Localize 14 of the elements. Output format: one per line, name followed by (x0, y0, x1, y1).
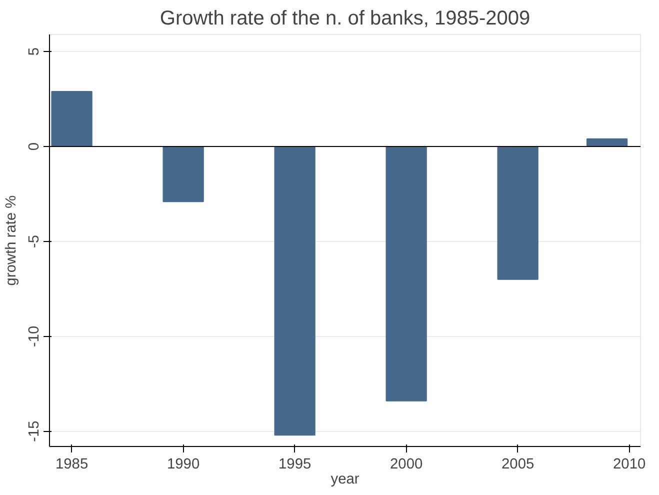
x-tick-label: 1985 (56, 456, 88, 472)
y-axis-title: growth rate % (4, 195, 20, 286)
x-tick-label: 1990 (167, 456, 200, 472)
x-axis-title: year (330, 472, 360, 488)
x-tick-label: 2005 (502, 456, 534, 472)
y-tick-label: -10 (26, 326, 42, 347)
y-tick-label: -15 (26, 420, 42, 442)
y-tick-label: -5 (26, 234, 42, 248)
y-tick-label: 0 (26, 142, 42, 151)
x-tick-label: 2010 (613, 456, 646, 472)
x-tick-label: 1995 (278, 456, 312, 472)
chart-title: Growth rate of the n. of banks, 1985-2009 (160, 8, 530, 30)
x-tick-label: 2000 (390, 456, 423, 472)
y-tick-label: 5 (26, 48, 42, 56)
